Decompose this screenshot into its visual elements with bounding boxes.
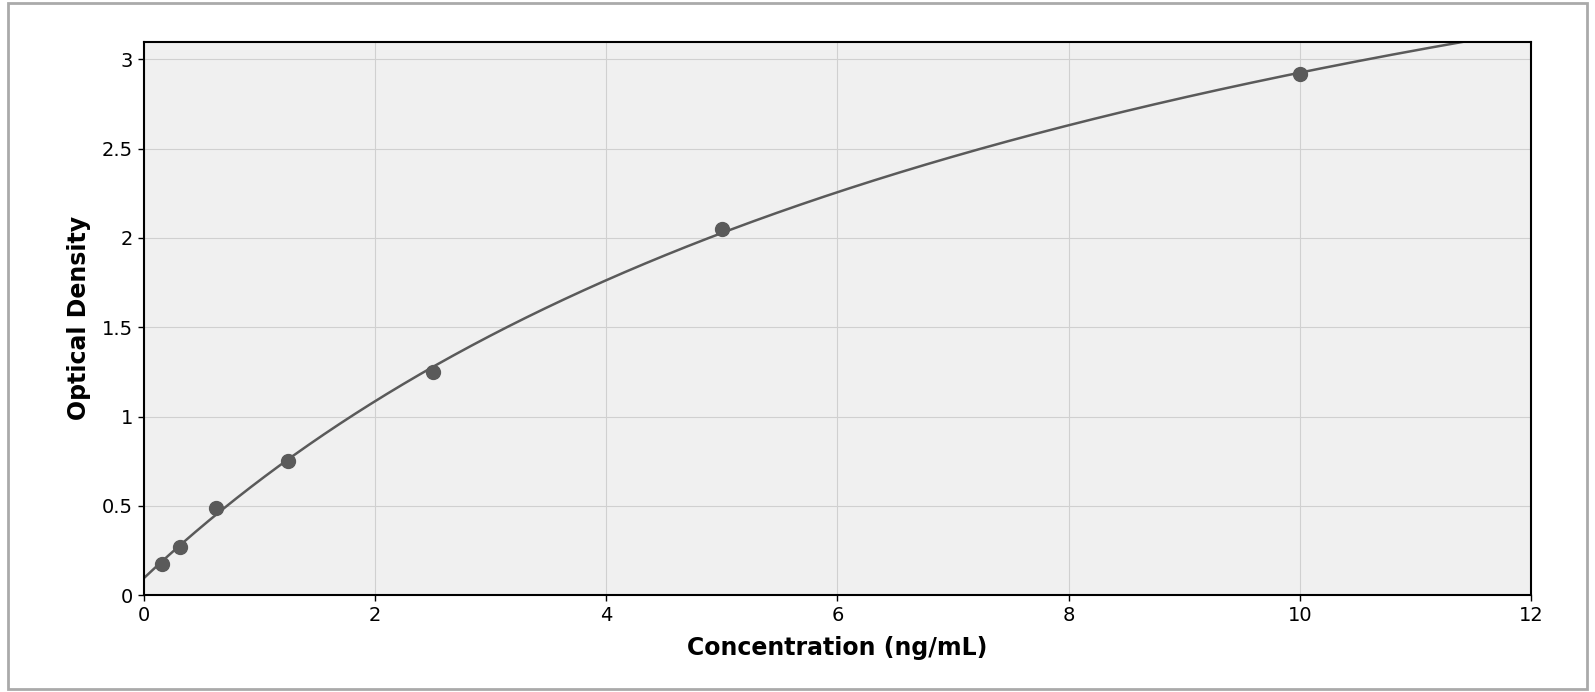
Point bbox=[148, 558, 174, 570]
Y-axis label: Optical Density: Optical Density bbox=[67, 217, 91, 420]
Point bbox=[1287, 68, 1313, 79]
Point bbox=[276, 455, 301, 466]
Point bbox=[167, 541, 193, 552]
Point bbox=[419, 366, 445, 377]
X-axis label: Concentration (ng/mL): Concentration (ng/mL) bbox=[687, 636, 987, 659]
Point bbox=[708, 224, 734, 235]
Point bbox=[203, 502, 228, 513]
